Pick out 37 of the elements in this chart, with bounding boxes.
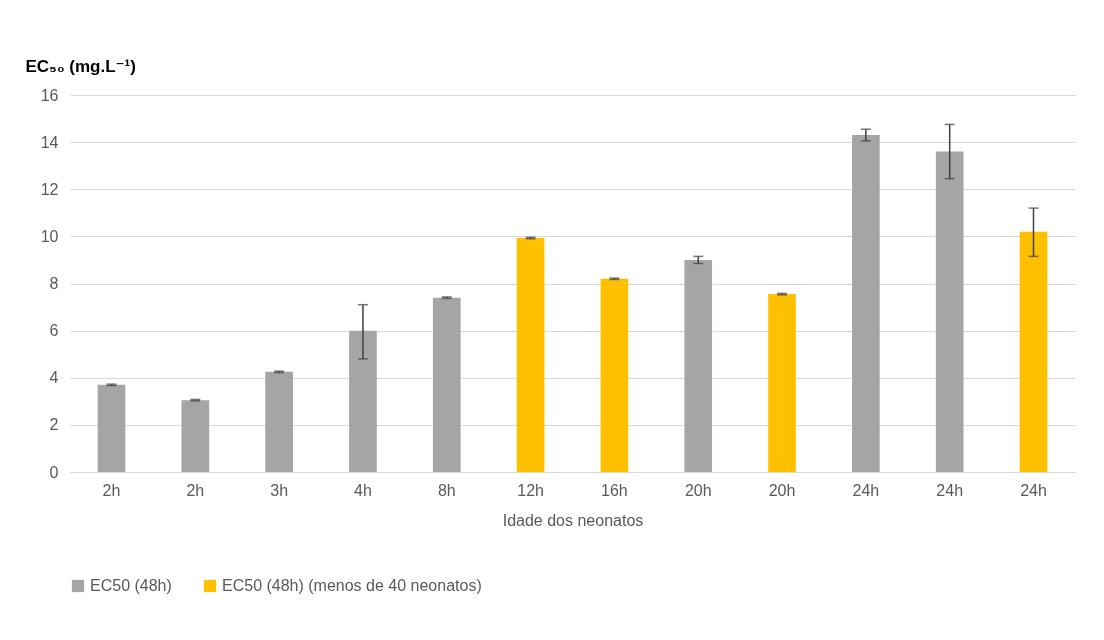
- bar: [349, 330, 377, 472]
- x-tick-label: 20h: [684, 481, 712, 499]
- y-tick-label: 0: [49, 463, 59, 481]
- y-tick-label: 16: [40, 86, 59, 104]
- x-tick-label: 24h: [936, 481, 964, 499]
- x-tick-label: 20h: [768, 481, 796, 499]
- x-tick-label: 12h: [517, 481, 544, 499]
- y-tick-label: 8: [49, 275, 59, 292]
- bar: [432, 297, 461, 472]
- x-axis-title: Idade dos neonatos: [502, 511, 644, 529]
- bar: [265, 371, 293, 472]
- y-tick-label: 10: [40, 227, 59, 245]
- legend-label: EC50 (48h) (menos de 40 neonatos): [222, 577, 482, 594]
- bar: [852, 135, 880, 472]
- y-tick-label: 6: [49, 322, 59, 340]
- bar: [600, 278, 629, 472]
- bar: [684, 259, 713, 472]
- x-tick-label: 4h: [354, 481, 372, 499]
- x-tick-label: 2h: [102, 481, 121, 499]
- y-tick-label: 2: [49, 416, 59, 434]
- legend-label: EC50 (48h): [90, 577, 172, 594]
- x-tick-label: 8h: [437, 481, 456, 499]
- x-tick-label: 24h: [1020, 481, 1047, 499]
- x-tick-label: 24h: [852, 481, 880, 499]
- bar: [935, 151, 964, 472]
- bar: [97, 384, 126, 472]
- bar: [516, 238, 545, 472]
- y-axis-title: EC₅₀ (mg.L⁻¹): [25, 56, 136, 76]
- y-tick-label: 4: [49, 369, 59, 387]
- bar: [1019, 231, 1048, 472]
- bar: [181, 400, 210, 472]
- x-tick-label: 2h: [186, 481, 205, 499]
- x-tick-label: 3h: [270, 481, 289, 499]
- y-tick-label: 14: [40, 133, 59, 151]
- bar: [768, 294, 796, 472]
- x-tick-label: 16h: [601, 481, 628, 499]
- y-tick-label: 12: [40, 180, 59, 198]
